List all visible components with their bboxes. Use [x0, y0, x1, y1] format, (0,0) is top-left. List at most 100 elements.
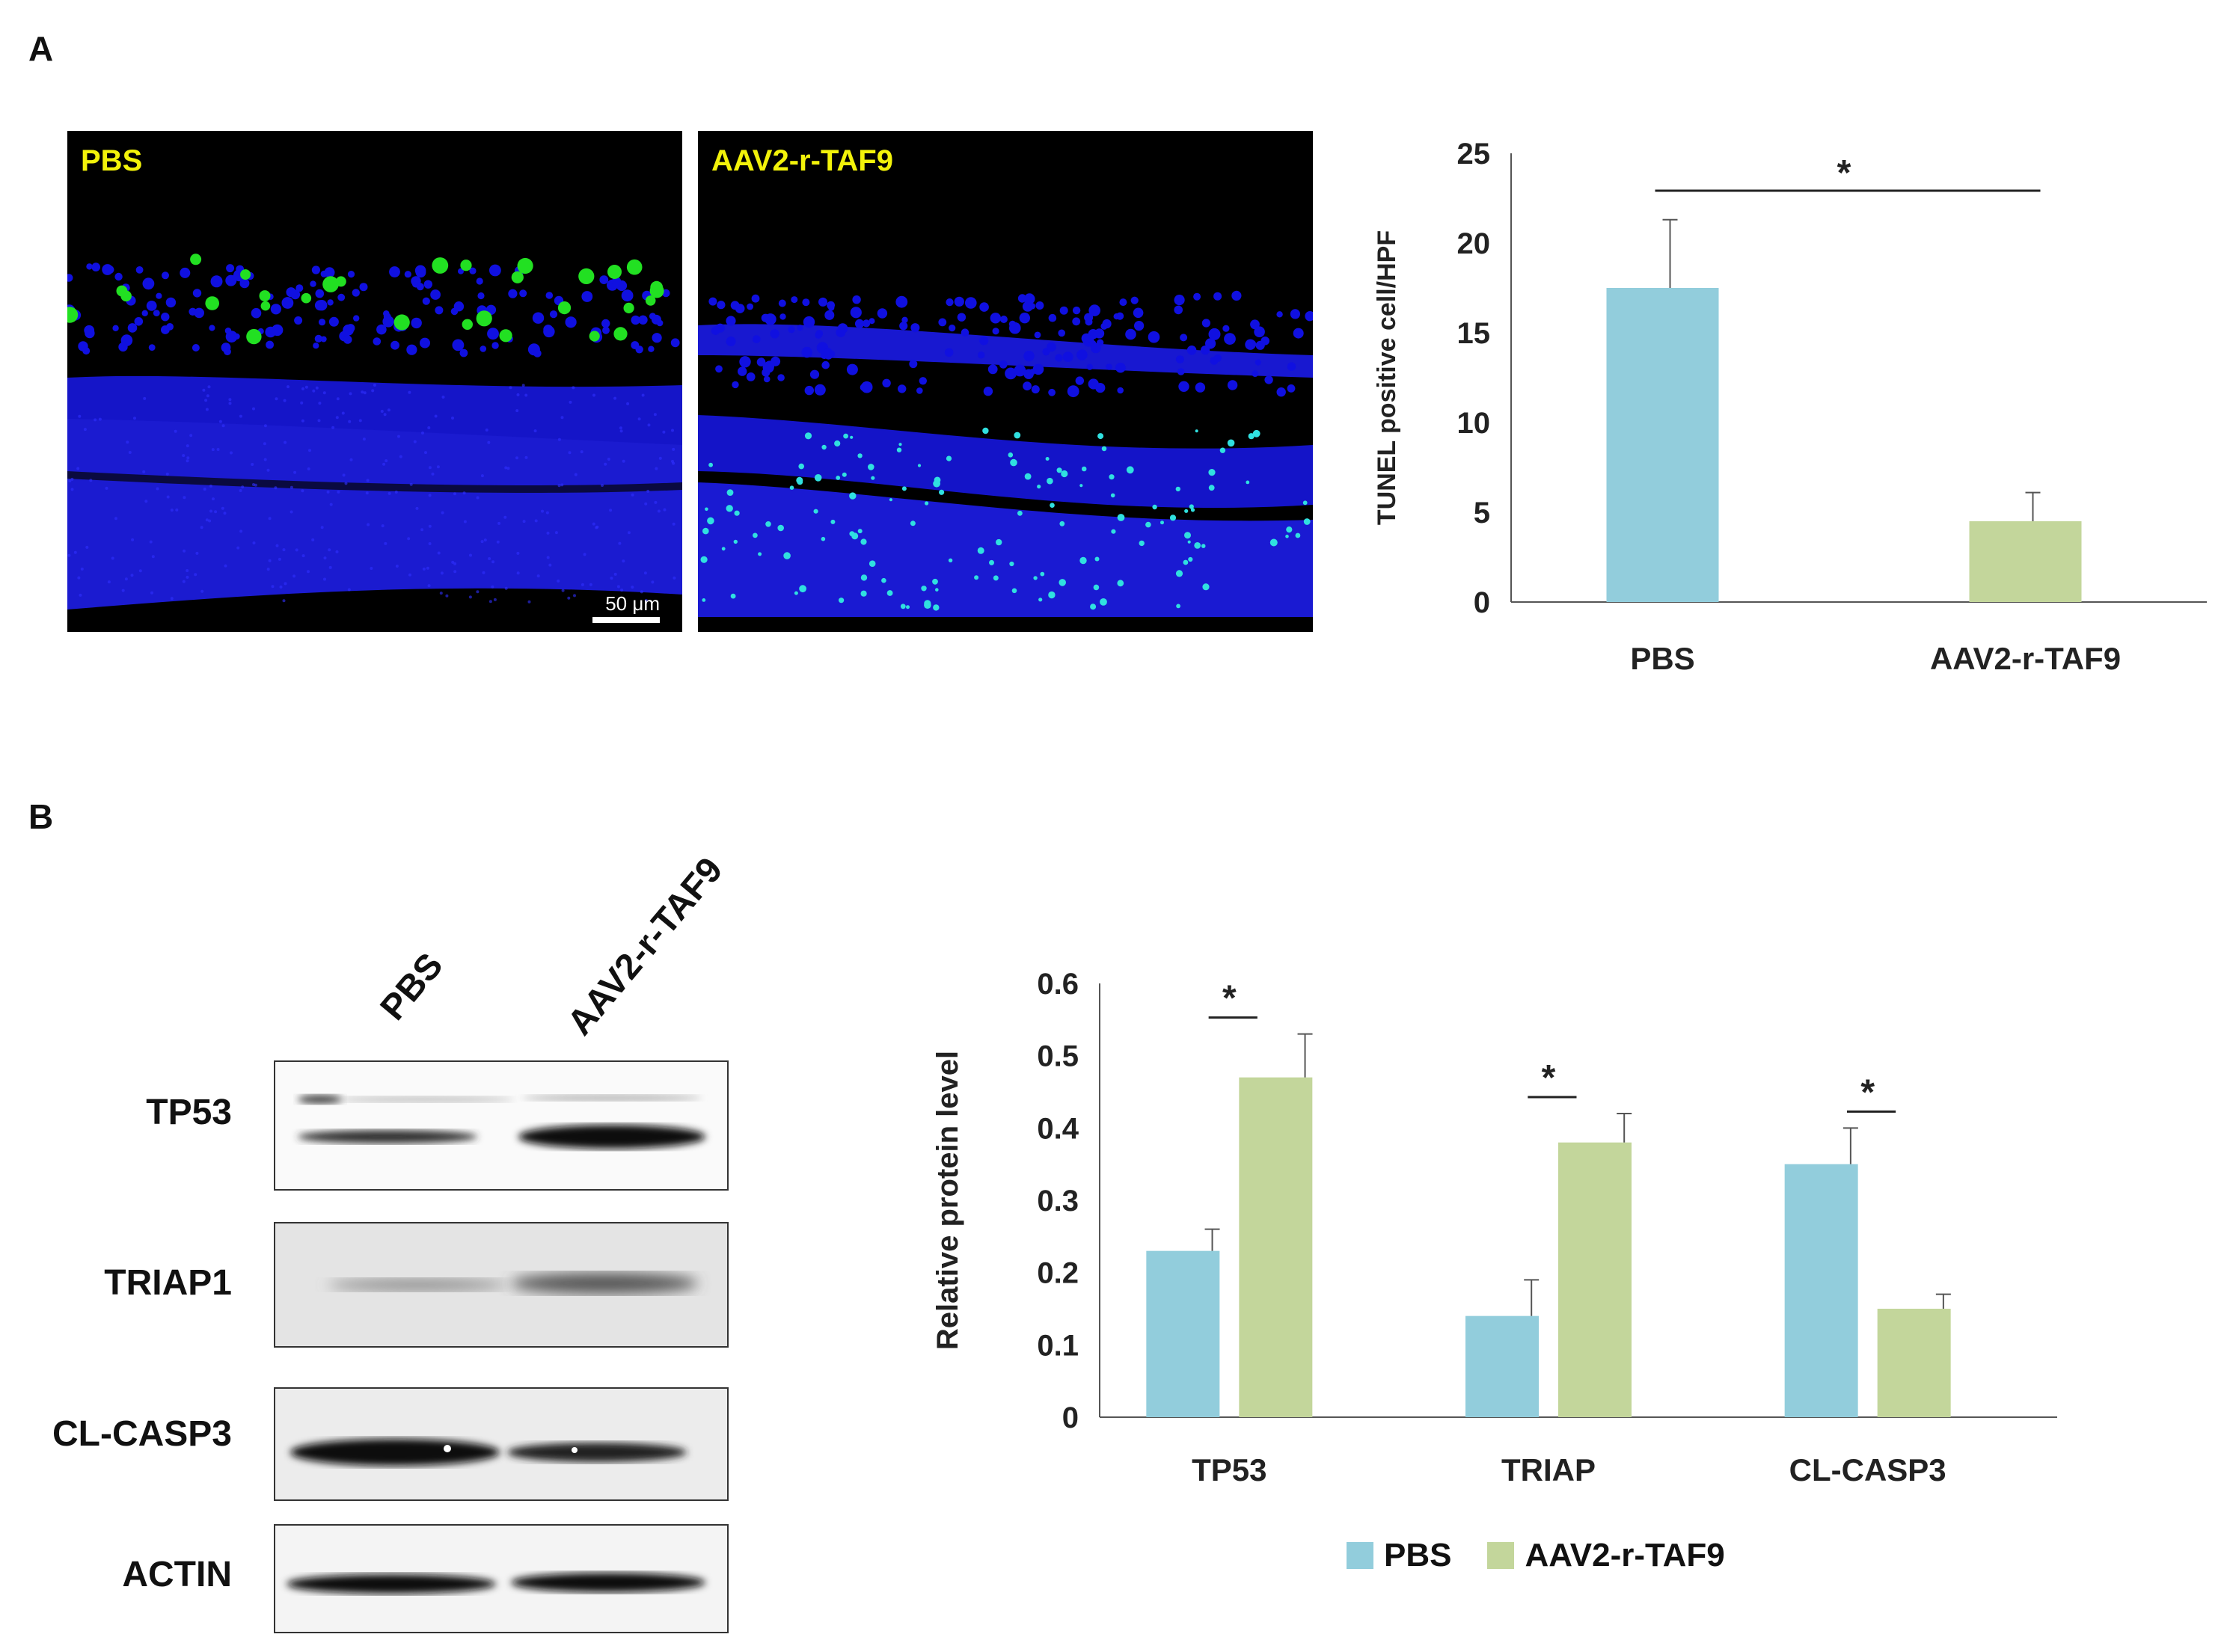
nucleus	[192, 289, 202, 298]
tunel-cell	[589, 331, 600, 342]
nucleus	[423, 280, 432, 289]
nucleus	[854, 319, 865, 328]
nucleus	[730, 301, 740, 310]
nucleus-dot	[658, 456, 662, 460]
nucleus-dot	[491, 560, 495, 564]
nucleus-dot	[114, 517, 117, 521]
nucleus	[1008, 320, 1017, 328]
nucleus	[818, 297, 827, 307]
nucleus	[882, 378, 891, 387]
nucleus-dot	[150, 591, 153, 595]
nucleus-dot	[569, 400, 572, 404]
nucleus-dot	[239, 529, 243, 533]
tunel-cell	[1061, 470, 1068, 478]
x-tick-label: AAV2-r-TAF9	[1930, 641, 2121, 676]
nucleus-dot	[641, 393, 645, 397]
nucleus	[166, 323, 174, 331]
y-tick-label: 0	[1474, 586, 1490, 619]
nucleus	[1100, 322, 1108, 330]
lane-label-pbs: PBS	[373, 945, 451, 1028]
nucleus-dot	[239, 414, 242, 418]
nucleus	[414, 265, 426, 277]
nucleus	[1174, 295, 1185, 306]
nucleus-dot	[290, 510, 293, 514]
nucleus	[1177, 368, 1185, 375]
nucleus	[1276, 387, 1286, 397]
tunel-bar-chart: 0 5 10 15 20 25 TUNEL positive cell/HPF PBS AAV2…	[1373, 138, 2207, 676]
y-tick-label: 0.5	[1037, 1040, 1079, 1073]
tunel-cell	[898, 443, 902, 446]
nucleus-dot	[174, 429, 177, 433]
nucleus	[435, 306, 444, 315]
tunel-cell	[1010, 458, 1017, 467]
nucleus	[86, 263, 93, 270]
tunel-cell	[860, 590, 867, 597]
tunel-cell	[765, 521, 771, 527]
tunel-cell	[1189, 504, 1194, 509]
nucleus	[815, 330, 824, 337]
tunel-cell	[798, 463, 804, 470]
nucleus-dot	[370, 567, 373, 570]
nucleus	[527, 343, 540, 356]
nucleus	[453, 301, 465, 312]
nucleus	[990, 313, 1001, 324]
nucleus-dot	[589, 583, 592, 586]
tunel-cell	[1047, 477, 1053, 485]
tunel-cell	[702, 598, 706, 602]
nucleus	[221, 343, 231, 353]
nucleus-dot	[211, 448, 215, 452]
nucleus-dot	[228, 398, 232, 402]
nucleus	[1117, 387, 1124, 394]
nucleus	[803, 316, 815, 328]
tunel-cell	[708, 462, 713, 467]
nucleus-dot	[121, 589, 125, 592]
tunel-cell	[1038, 598, 1043, 602]
tunel-cell	[1152, 504, 1157, 510]
nucleus-dot	[205, 518, 209, 522]
micrograph-pbs-image	[67, 254, 682, 609]
blot-label-cl-casp3: CL-CASP3	[52, 1414, 232, 1454]
nucleus-dot	[183, 496, 186, 500]
nucleus-dot	[427, 426, 431, 429]
nucleus-dot	[485, 429, 488, 432]
nucleus-dot	[263, 424, 267, 428]
tunel-cell	[896, 447, 902, 452]
nucleus-dot	[384, 541, 387, 545]
nucleus	[715, 365, 723, 373]
nucleus-dot	[421, 432, 424, 435]
nucleus-dot	[662, 430, 666, 434]
tunel-cell	[1040, 571, 1045, 577]
nucleus	[1176, 355, 1184, 363]
nucleus-dot	[308, 449, 311, 452]
tunel-cell	[932, 578, 938, 585]
nucleus-dot	[156, 487, 159, 491]
nucleus-dot	[521, 384, 525, 387]
nucleus	[430, 289, 441, 300]
nucleus-dot	[349, 392, 352, 396]
tunel-cell	[626, 259, 643, 275]
nucleus	[751, 294, 760, 303]
nucleus	[1195, 382, 1206, 393]
nucleus-dot	[385, 459, 388, 463]
tunel-cell	[432, 257, 449, 274]
tunel-cell	[753, 532, 758, 538]
nucleus-dot	[554, 531, 558, 535]
nucleus	[91, 262, 100, 271]
nucleus	[194, 307, 204, 319]
nucleus	[318, 319, 326, 326]
tunel-cell	[830, 519, 836, 524]
legend-swatch-pbs	[1347, 1542, 1373, 1569]
blot-tp53	[274, 1060, 729, 1191]
nucleus	[153, 310, 160, 316]
tunel-cell	[205, 296, 219, 310]
nucleus-dot	[541, 509, 544, 513]
nucleus	[458, 268, 464, 274]
nucleus	[112, 325, 119, 331]
nucleus	[1193, 292, 1201, 301]
nucleus	[141, 310, 148, 316]
nucleus-dot	[426, 566, 429, 570]
nucleus	[1062, 351, 1073, 362]
nucleus-dot	[143, 396, 147, 400]
tunel-cell	[1059, 521, 1065, 526]
nucleus-dot	[609, 509, 613, 512]
